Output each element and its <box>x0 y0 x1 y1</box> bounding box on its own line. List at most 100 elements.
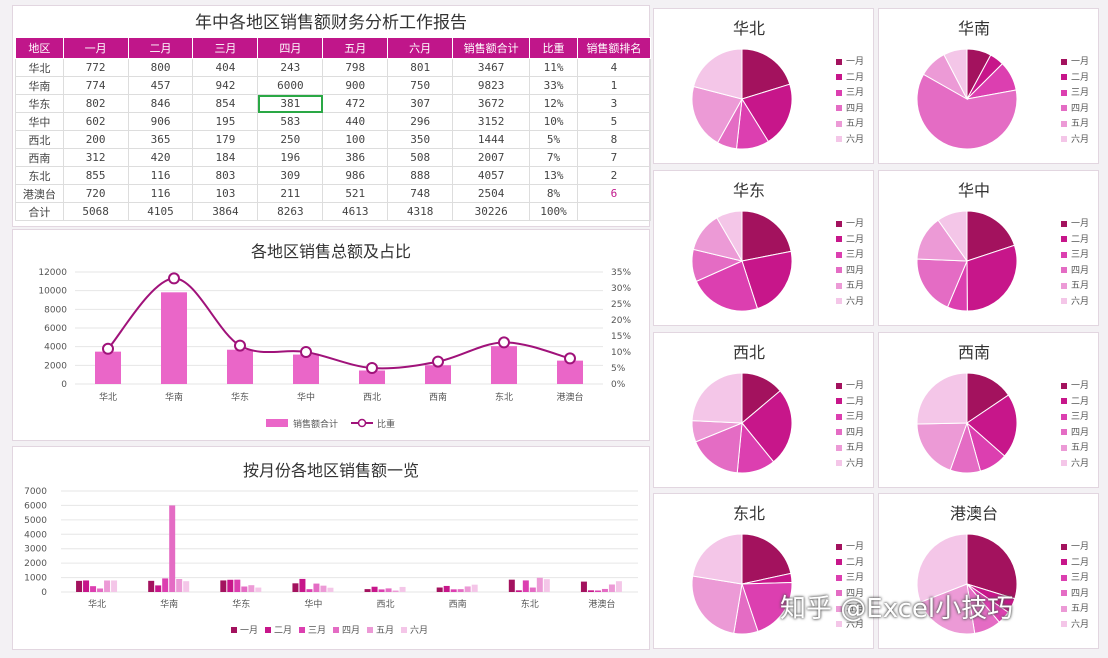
table-cell[interactable]: 11% <box>529 58 578 77</box>
table-cell[interactable]: 386 <box>322 148 389 167</box>
legend-label: 三月 <box>846 88 865 98</box>
table-cell[interactable]: 港澳台 <box>15 184 64 203</box>
table-cell[interactable]: 华北 <box>15 58 64 77</box>
table-cell[interactable]: 1444 <box>452 130 531 149</box>
table-cell[interactable]: 243 <box>257 58 324 77</box>
table-cell[interactable] <box>576 202 652 221</box>
table-cell[interactable]: 7 <box>576 148 652 167</box>
bar-东北-五月 <box>536 577 543 592</box>
table-cell[interactable]: 5% <box>529 130 578 149</box>
table-cell[interactable]: 3 <box>576 94 652 113</box>
table-cell[interactable]: 西北 <box>15 130 64 149</box>
table-cell[interactable]: 184 <box>192 148 259 167</box>
table-cell[interactable]: 801 <box>387 58 454 77</box>
table-cell[interactable]: 3467 <box>452 58 531 77</box>
pie-chart <box>691 210 793 312</box>
table-cell[interactable]: 521 <box>322 184 389 203</box>
table-cell[interactable]: 772 <box>62 58 129 77</box>
table-cell[interactable]: 195 <box>192 112 259 131</box>
table-cell[interactable]: 西南 <box>15 148 64 167</box>
table-cell[interactable]: 4057 <box>452 166 531 185</box>
table-cell[interactable]: 800 <box>127 58 194 77</box>
y-right-tick-label: 20% <box>611 316 631 326</box>
table-cell[interactable]: 12% <box>529 94 578 113</box>
table-cell[interactable]: 296 <box>387 112 454 131</box>
table-cell[interactable]: 196 <box>257 148 324 167</box>
table-cell[interactable]: 900 <box>322 76 389 95</box>
table-cell[interactable]: 750 <box>387 76 454 95</box>
legend-label: 一月 <box>240 625 258 636</box>
table-cell[interactable]: 2 <box>576 166 652 185</box>
table-cell[interactable]: 2007 <box>452 148 531 167</box>
table-cell[interactable]: 720 <box>62 184 129 203</box>
table-cell[interactable]: 8 <box>576 130 652 149</box>
table-cell[interactable]: 200 <box>62 130 129 149</box>
table-cell[interactable]: 250 <box>257 130 324 149</box>
table-cell[interactable]: 116 <box>127 184 194 203</box>
table-cell[interactable]: 10% <box>529 112 578 131</box>
table-cell[interactable]: 9823 <box>452 76 531 95</box>
y-left-tick-label: 10000 <box>38 287 67 297</box>
table-cell[interactable]: 748 <box>387 184 454 203</box>
table-cell[interactable]: 8263 <box>257 202 324 221</box>
table-cell[interactable]: 602 <box>62 112 129 131</box>
table-header-cell: 销售额合计 <box>452 37 531 59</box>
table-cell[interactable]: 5 <box>576 112 652 131</box>
table-cell[interactable]: 4 <box>576 58 652 77</box>
table-cell[interactable]: 合计 <box>15 202 64 221</box>
table-cell[interactable]: 33% <box>529 76 578 95</box>
legend-swatch <box>1061 460 1067 466</box>
table-cell[interactable]: 404 <box>192 58 259 77</box>
table-cell[interactable]: 100 <box>322 130 389 149</box>
table-cell[interactable]: 100% <box>529 202 578 221</box>
table-cell[interactable]: 5068 <box>62 202 129 221</box>
table-cell[interactable]: 8% <box>529 184 578 203</box>
table-cell[interactable]: 440 <box>322 112 389 131</box>
table-cell[interactable]: 华东 <box>15 94 64 113</box>
table-cell[interactable]: 798 <box>322 58 389 77</box>
bar-西南-四月 <box>457 589 464 592</box>
table-cell[interactable]: 854 <box>192 94 259 113</box>
table-cell[interactable]: 3672 <box>452 94 531 113</box>
y-right-tick-label: 35% <box>611 268 631 278</box>
table-cell[interactable]: 6 <box>576 184 652 203</box>
table-cell[interactable]: 30226 <box>452 202 531 221</box>
table-cell[interactable]: 13% <box>529 166 578 185</box>
table-cell[interactable]: 2504 <box>452 184 531 203</box>
table-cell[interactable]: 4613 <box>322 202 389 221</box>
table-cell[interactable]: 179 <box>192 130 259 149</box>
table-cell[interactable]: 307 <box>387 94 454 113</box>
table-cell[interactable]: 350 <box>387 130 454 149</box>
table-cell[interactable]: 312 <box>62 148 129 167</box>
table-cell[interactable]: 472 <box>322 94 389 113</box>
table-cell[interactable]: 3152 <box>452 112 531 131</box>
table-cell[interactable]: 888 <box>387 166 454 185</box>
table-cell[interactable]: 803 <box>192 166 259 185</box>
table-cell[interactable]: 116 <box>127 166 194 185</box>
table-cell[interactable]: 103 <box>192 184 259 203</box>
table-cell[interactable]: 6000 <box>257 76 324 95</box>
table-cell[interactable]: 457 <box>127 76 194 95</box>
selected-cell[interactable]: 381 <box>257 94 324 113</box>
table-cell[interactable]: 906 <box>127 112 194 131</box>
table-cell[interactable]: 942 <box>192 76 259 95</box>
table-cell[interactable]: 3864 <box>192 202 259 221</box>
table-cell[interactable]: 7% <box>529 148 578 167</box>
table-cell[interactable]: 583 <box>257 112 324 131</box>
table-cell[interactable]: 855 <box>62 166 129 185</box>
table-cell[interactable]: 4105 <box>127 202 194 221</box>
table-cell[interactable]: 846 <box>127 94 194 113</box>
table-cell[interactable]: 华中 <box>15 112 64 131</box>
table-cell[interactable]: 东北 <box>15 166 64 185</box>
table-cell[interactable]: 211 <box>257 184 324 203</box>
table-cell[interactable]: 1 <box>576 76 652 95</box>
table-cell[interactable]: 508 <box>387 148 454 167</box>
table-cell[interactable]: 4318 <box>387 202 454 221</box>
table-cell[interactable]: 华南 <box>15 76 64 95</box>
table-cell[interactable]: 774 <box>62 76 129 95</box>
table-cell[interactable]: 365 <box>127 130 194 149</box>
table-cell[interactable]: 802 <box>62 94 129 113</box>
table-cell[interactable]: 986 <box>322 166 389 185</box>
table-cell[interactable]: 309 <box>257 166 324 185</box>
table-cell[interactable]: 420 <box>127 148 194 167</box>
